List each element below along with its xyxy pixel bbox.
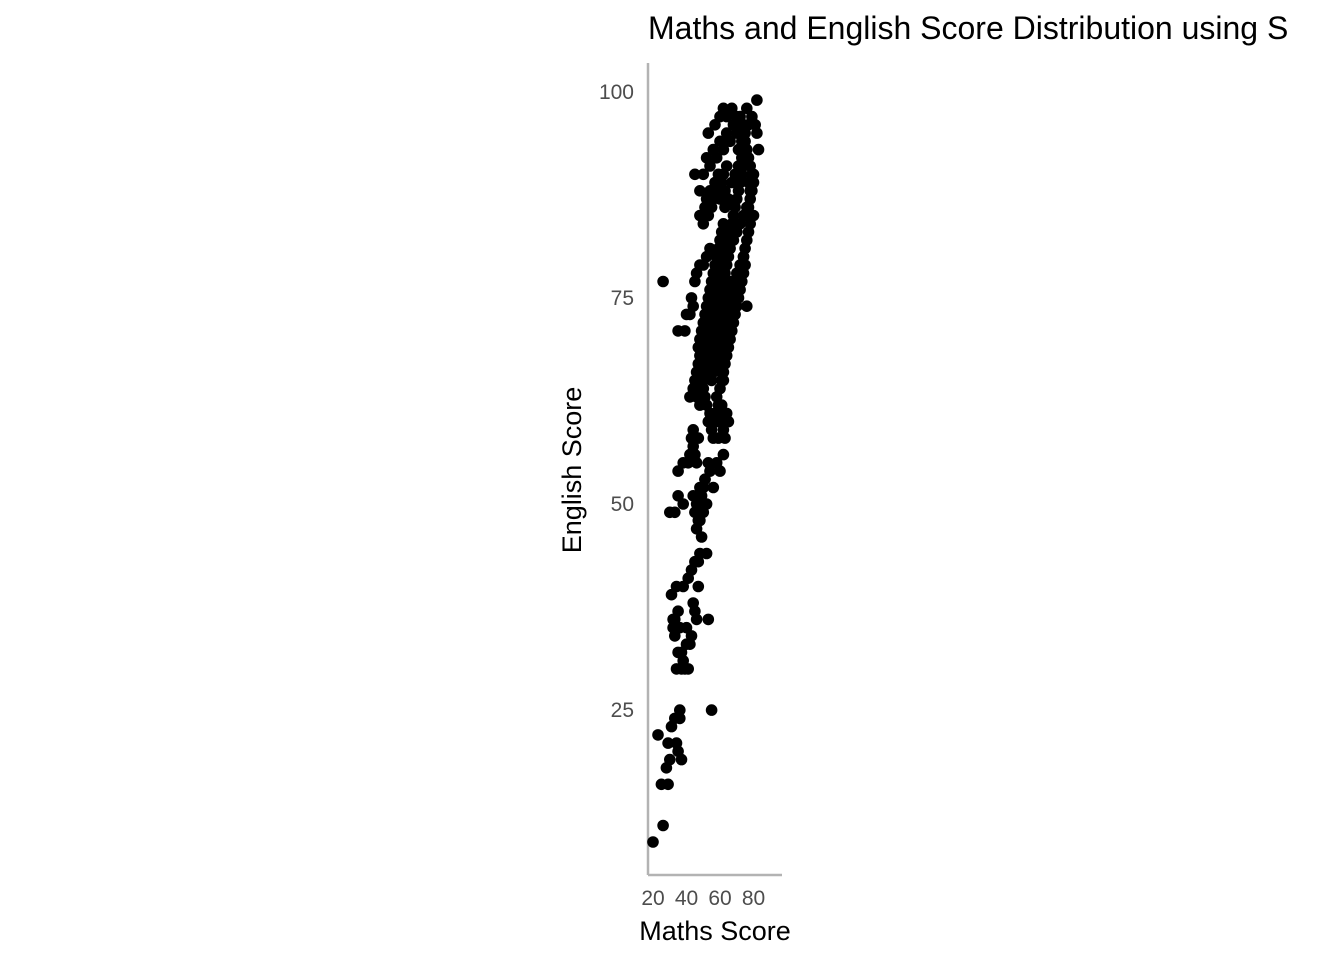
data-point [707,481,720,494]
data-point [672,465,684,477]
data-point [747,209,760,222]
data-point [694,185,706,197]
data-point [687,424,699,436]
x-axis-ticks: 20 40 60 80 [641,887,765,910]
data-point [717,374,730,387]
data-point [682,663,694,675]
data-point [741,201,753,214]
data-point [704,160,716,172]
data-point [674,712,686,725]
data-point [664,753,676,766]
data-point [720,110,733,123]
data-point [690,613,703,626]
data-point [697,506,710,519]
x-tick-label: 40 [675,887,698,910]
data-point [722,415,735,428]
data-point [724,135,736,148]
data-point [687,300,699,313]
data-point [741,300,753,313]
data-point [717,448,730,461]
data-point [710,325,723,337]
data-point [675,753,688,766]
x-axis-title: Maths Score [639,916,791,946]
data-point [690,498,703,510]
x-tick-label: 80 [742,887,765,910]
data-point [662,778,674,791]
data-point [717,218,730,230]
data-point [657,275,669,288]
data-point [717,143,730,156]
y-axis-title: English Score [557,387,587,554]
data-point [690,457,703,469]
data-point [722,193,735,205]
data-point [700,547,713,560]
y-tick-label: 100 [599,81,634,104]
data-point [672,605,684,617]
data-point [737,250,750,263]
chart-title: Maths and English Score Distribution usi… [648,10,1288,46]
data-point [677,498,689,510]
data-point [720,160,733,172]
data-point [702,613,715,626]
data-point [662,737,674,749]
y-tick-label: 50 [611,493,634,516]
x-tick-label: 60 [708,887,731,910]
data-point [705,704,718,716]
data-point [751,94,763,106]
data-point [689,168,701,181]
data-point [710,152,723,164]
data-point [719,432,731,444]
data-point [741,102,753,115]
data-point [674,704,686,716]
y-axis-ticks: 25 50 75 100 [599,81,634,722]
data-point [692,432,705,444]
data-point [652,729,664,741]
data-point [704,242,716,255]
data-point [702,127,715,139]
data-point [714,465,726,477]
y-tick-label: 75 [611,287,634,310]
data-point [669,506,681,519]
x-tick-label: 20 [641,887,664,910]
data-point [751,127,763,139]
data-points [647,94,765,848]
data-point [744,185,756,197]
data-point [692,580,705,593]
data-point [752,143,765,156]
data-point [657,819,669,832]
data-point [704,465,716,477]
data-point [647,836,659,848]
data-point [697,168,710,181]
data-point [679,325,691,337]
y-tick-label: 25 [611,699,634,722]
data-point [685,630,698,642]
